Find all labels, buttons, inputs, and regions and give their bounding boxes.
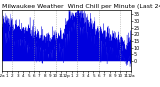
Text: Milwaukee Weather  Wind Chill per Minute (Last 24 Hours): Milwaukee Weather Wind Chill per Minute … <box>2 4 160 9</box>
